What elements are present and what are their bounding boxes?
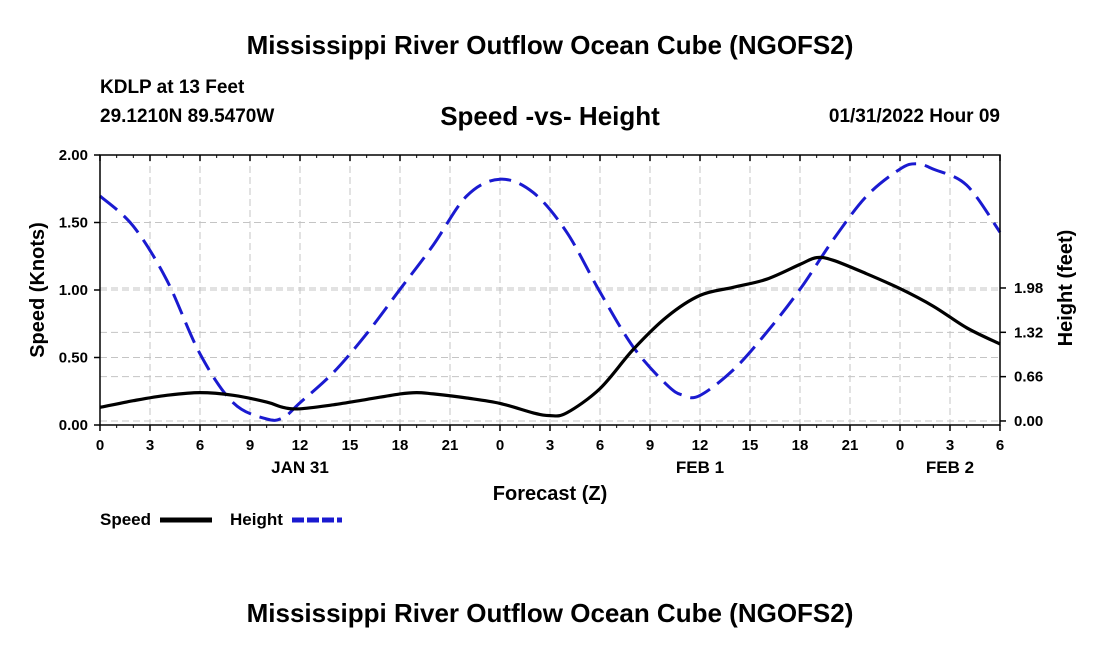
y2-tick-label: 1.98 — [1014, 280, 1043, 297]
x-tick-label: 3 — [146, 437, 154, 454]
x-date-label: FEB 1 — [676, 458, 724, 477]
y-axis-title: Speed (Knots) — [27, 222, 49, 358]
station-coordinates: 29.1210N 89.5470W — [100, 106, 275, 127]
station-label: KDLP at 13 Feet — [100, 77, 245, 98]
y-tick-label: 0.50 — [59, 350, 88, 367]
x-tick-label: 3 — [546, 437, 554, 454]
series-layer — [99, 162, 1002, 422]
x-tick-label: 12 — [292, 437, 309, 454]
series-line-height — [99, 162, 1002, 422]
x-tick-label: 9 — [646, 437, 654, 454]
chart-title: Speed -vs- Height — [440, 101, 660, 131]
legend: Speed Height — [100, 510, 342, 529]
forecast-datetime: 01/31/2022 Hour 09 — [828, 106, 1000, 127]
y2-tick-label: 0.66 — [1014, 369, 1043, 386]
legend-label-height: Height — [230, 510, 283, 529]
x-tick-label: 15 — [742, 437, 759, 454]
x-date-label: FEB 2 — [926, 458, 974, 477]
x-tick-label: 3 — [946, 437, 954, 454]
x-tick-label: 12 — [692, 437, 709, 454]
y2-tick-label: 0.00 — [1014, 413, 1043, 430]
y2-axis-title: Height (feet) — [1055, 230, 1077, 347]
page-title: Mississippi River Outflow Ocean Cube (NG… — [246, 30, 854, 60]
grid — [100, 155, 1000, 425]
y-tick-label: 1.50 — [59, 215, 88, 232]
x-tick-label: 18 — [792, 437, 809, 454]
x-tick-label: 21 — [442, 437, 459, 454]
x-tick-label: 0 — [896, 437, 904, 454]
x-tick-label: 15 — [342, 437, 359, 454]
x-tick-label: 0 — [96, 437, 104, 454]
y-tick-label: 0.00 — [59, 417, 88, 434]
footer-title: Mississippi River Outflow Ocean Cube (NG… — [246, 598, 854, 628]
series-line-speed — [99, 255, 1001, 418]
y-tick-label: 1.00 — [59, 282, 88, 299]
legend-label-speed: Speed — [100, 510, 151, 529]
x-tick-label: 6 — [596, 437, 604, 454]
x-date-label: JAN 31 — [271, 458, 329, 477]
x-tick-label: 6 — [996, 437, 1004, 454]
x-axis-title: Forecast (Z) — [493, 483, 607, 505]
x-tick-label: 9 — [246, 437, 254, 454]
y-tick-label: 2.00 — [59, 147, 88, 164]
x-tick-label: 6 — [196, 437, 204, 454]
x-tick-label: 18 — [392, 437, 409, 454]
y2-tick-label: 1.32 — [1014, 324, 1043, 341]
axes: 0 3 6 9 12 15 18 21 0 3 6 9 12 15 18 21 0 3 6 0.00 0.50 1.00 1… — [27, 147, 1077, 505]
x-tick-label: 0 — [496, 437, 504, 454]
x-tick-label: 21 — [842, 437, 859, 454]
